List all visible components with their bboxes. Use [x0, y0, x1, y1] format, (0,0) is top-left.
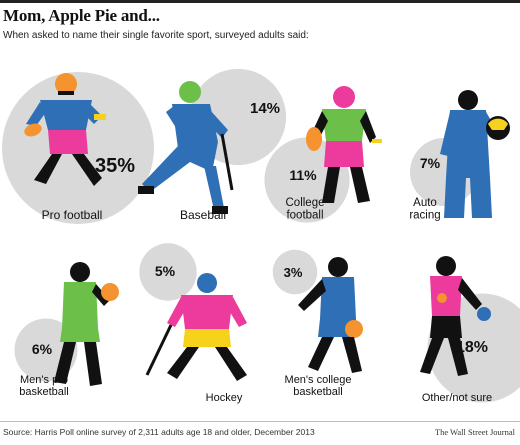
value-label: 3%	[284, 265, 303, 280]
category-label-line: Pro football	[42, 208, 103, 222]
category-label-line: basketball	[293, 386, 343, 398]
publisher-credit: The Wall Street Journal	[434, 427, 515, 437]
hockey-player-icon	[145, 273, 247, 381]
value-bubble	[272, 249, 318, 295]
category-label-line: football	[286, 210, 323, 222]
category-label-line: College	[286, 197, 325, 209]
category-label-line: Auto	[413, 197, 437, 209]
category-label: Baseball	[180, 208, 226, 222]
category-label: Hockey	[206, 392, 243, 404]
footer-rule	[0, 421, 520, 422]
value-label: 14%	[250, 100, 280, 117]
category-label: Auto racing	[409, 197, 440, 222]
value-bubble	[139, 243, 197, 301]
category-label-line: Men's pro	[20, 374, 68, 386]
basketball-player-icon	[54, 262, 119, 386]
value-label: 11%	[289, 167, 317, 183]
category-label-line: Baseball	[180, 208, 226, 222]
value-label: 5%	[155, 263, 176, 279]
page-title: Mom, Apple Pie and...	[3, 6, 160, 25]
page-subtitle: When asked to name their single favorite…	[3, 30, 309, 41]
top-rule	[0, 0, 520, 3]
source-note: Source: Harris Poll online survey of 2,3…	[3, 427, 315, 437]
value-label: 35%	[95, 155, 135, 177]
value-label: 18%	[456, 339, 488, 356]
category-label-line: Men's college	[285, 374, 352, 386]
baseball-batter-icon	[138, 81, 234, 214]
category-label-line: basketball	[19, 386, 69, 398]
category-label: Other/not sure	[422, 392, 492, 404]
category-label: College football	[286, 197, 325, 222]
college-football-player-icon	[306, 86, 382, 203]
value-label: 6%	[32, 341, 53, 357]
category-label: Pro football	[42, 208, 103, 222]
category-label-line: Other/not sure	[422, 392, 492, 404]
race-driver-icon	[440, 90, 510, 218]
category-label: Men's college basketball	[285, 374, 352, 398]
category-label-line: Hockey	[206, 392, 243, 404]
category-label-line: racing	[409, 210, 440, 222]
other-sport-player-icon	[420, 256, 491, 376]
value-label: 7%	[420, 155, 441, 171]
college-basketball-player-icon	[298, 257, 363, 373]
category-label: Men's pro basketball	[19, 374, 69, 398]
football-player-icon	[24, 73, 106, 186]
